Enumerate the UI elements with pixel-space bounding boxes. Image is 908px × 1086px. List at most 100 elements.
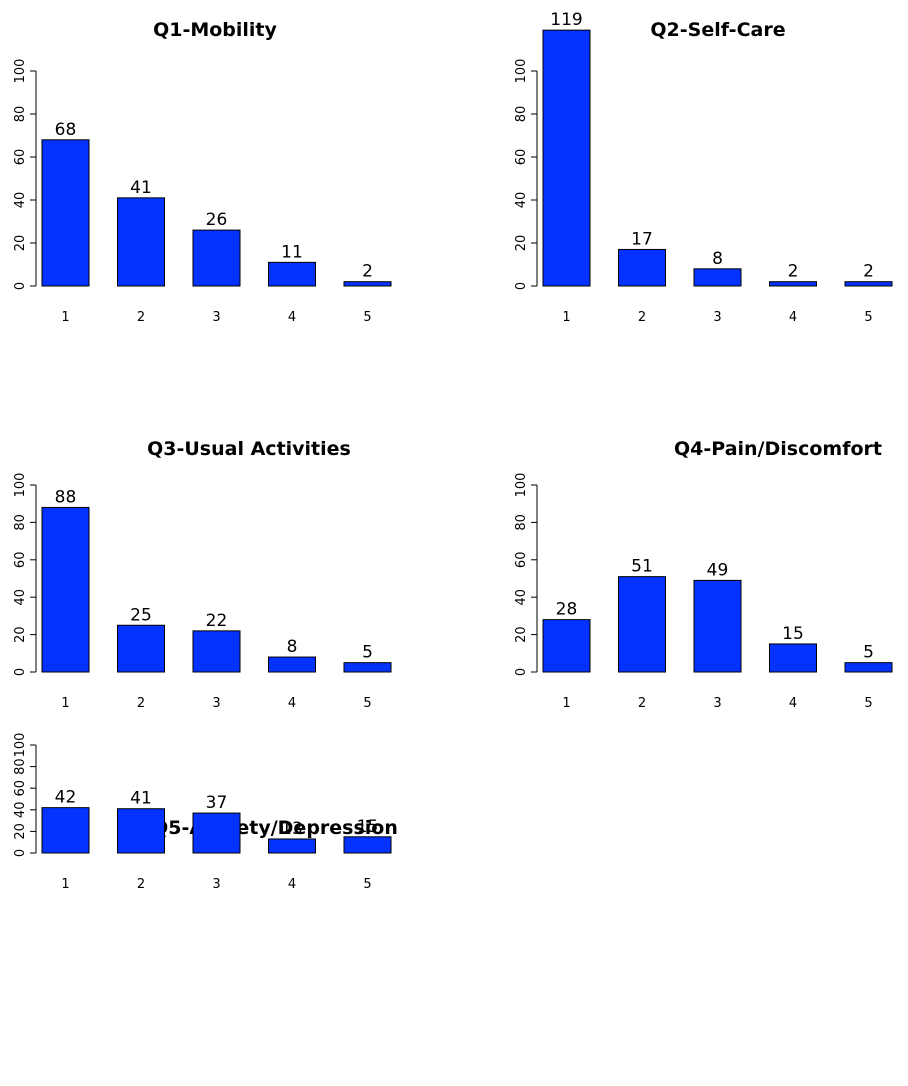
x-tick-label: 1 [562,696,570,711]
x-tick-label: 3 [212,696,220,711]
data-label: 17 [631,229,653,249]
bar [117,624,165,673]
y-tick-label: 20 [514,235,529,252]
y-tick-label: 40 [514,192,529,209]
y-tick-label: 20 [13,823,28,840]
data-label: 42 [55,788,77,808]
bar [542,29,591,287]
x-tick-label: 5 [864,696,872,711]
x-tick-label: 1 [61,310,69,325]
y-tick-label: 0 [13,282,28,290]
bar [41,506,90,673]
bar [343,281,392,287]
bar [618,248,666,287]
x-tick-label: 5 [363,696,371,711]
bar-chart-2: Q2-Self-Care 0 20 40 60 80 100 119 1 17 2 8 3 2 4 2 5 [514,10,893,325]
data-label: 2 [788,262,799,282]
data-label: 5 [863,643,874,663]
data-label: 8 [287,637,298,657]
data-label: 41 [130,789,152,809]
bar [618,576,666,673]
x-tick-label: 1 [562,310,570,325]
y-tick-label: 100 [13,59,28,84]
y-tick-label: 40 [13,192,28,209]
bar [769,281,817,287]
data-label: 15 [782,624,804,644]
x-tick-label: 2 [137,310,145,325]
y-tick-label: 20 [13,235,28,252]
y-tick-label: 60 [13,552,28,569]
bar [117,808,165,854]
data-label: 26 [206,210,228,230]
bar [542,619,591,673]
data-label: 68 [55,120,77,140]
x-tick-label: 3 [713,696,721,711]
data-label: 51 [631,557,653,577]
y-tick-label: 80 [13,106,28,123]
data-label: 5 [362,643,373,663]
data-label: 41 [130,178,152,198]
x-tick-label: 2 [137,877,145,892]
data-label: 2 [362,262,373,282]
y-tick-label: 100 [13,733,28,758]
x-tick-label: 2 [638,310,646,325]
bar-chart-3: Q3-Usual Activities020406080100881252223… [13,438,392,711]
x-tick-label: 4 [288,696,296,711]
y-tick-label: 40 [514,589,529,606]
bar [343,662,392,673]
chart-title: Q1-Mobility [153,19,277,41]
data-label: 11 [281,242,303,262]
bar [343,836,392,854]
bar [192,812,241,854]
y-tick-label: 20 [13,626,28,643]
bar [693,579,742,673]
x-tick-label: 1 [61,696,69,711]
x-tick-label: 4 [789,310,797,325]
bar-chart-5: Q5-Anxiety/Depression0204060801004214123… [13,733,398,892]
bar [844,662,893,673]
y-tick-label: 40 [13,802,28,819]
bar [268,261,316,287]
data-label: 25 [130,605,152,625]
data-label: 49 [707,560,729,580]
x-tick-label: 2 [137,696,145,711]
data-label: 15 [357,817,379,837]
x-tick-label: 3 [212,310,220,325]
y-tick-label: 0 [13,668,28,676]
y-tick-label: 40 [13,589,28,606]
data-label: 28 [556,600,578,620]
y-tick-label: 20 [514,626,529,643]
bar [192,229,241,287]
data-label: 119 [550,10,582,30]
x-tick-label: 3 [713,310,721,325]
y-tick-label: 0 [13,849,28,857]
chart-title: Q4-Pain/Discomfort [674,438,882,460]
y-tick-label: 0 [514,282,529,290]
bar [268,656,316,673]
x-tick-label: 5 [864,310,872,325]
data-label: 22 [206,611,228,631]
chart-title: Q2-Self-Care [650,19,785,41]
y-tick-label: 60 [514,149,529,166]
y-tick-label: 60 [514,552,529,569]
data-label: 37 [206,793,228,813]
data-label: 2 [863,262,874,282]
bar [117,197,165,287]
y-tick-label: 100 [514,473,529,498]
y-tick-label: 80 [13,514,28,531]
y-tick-label: 100 [514,59,529,84]
y-tick-label: 80 [514,106,529,123]
y-tick-label: 0 [514,668,529,676]
y-tick-label: 100 [13,473,28,498]
data-label: 13 [281,819,303,839]
bar [844,281,893,287]
y-tick-label: 60 [13,149,28,166]
x-tick-label: 5 [363,310,371,325]
x-tick-label: 5 [363,877,371,892]
y-tick-label: 80 [514,514,529,531]
data-label: 8 [712,249,723,269]
x-tick-label: 3 [212,877,220,892]
bar-chart-4: Q4-Pain/Discomfort 0 20 40 60 80 100 28 1 51 2 49 3 1… [514,438,893,711]
x-tick-label: 4 [789,696,797,711]
